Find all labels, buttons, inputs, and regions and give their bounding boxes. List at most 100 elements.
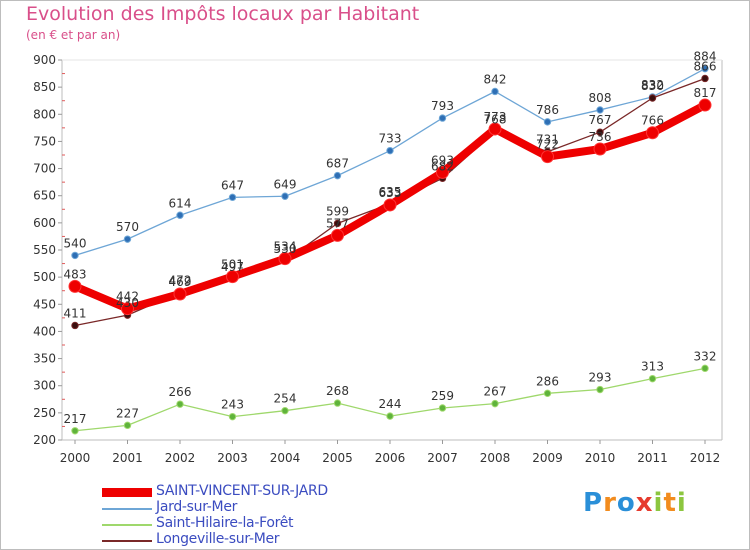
data-label-2: 243: [221, 398, 244, 412]
x-tick-label: 2001: [112, 451, 143, 465]
data-point-0: [68, 279, 82, 293]
data-label-2: 217: [64, 412, 87, 426]
y-tick-label: 450: [33, 297, 56, 311]
data-point-2: [701, 364, 709, 373]
logo-letter: t: [663, 488, 677, 518]
data-label-3: 430: [116, 296, 139, 310]
chart-subtitle: (en € et par an): [26, 28, 121, 42]
data-point-2: [596, 385, 604, 394]
data-point-1: [596, 106, 604, 114]
data-label-2: 259: [431, 389, 454, 403]
data-label-1: 842: [484, 72, 507, 86]
data-label-1: 540: [64, 236, 87, 250]
data-label-3: 731: [536, 133, 559, 147]
logo-letter: r: [603, 488, 617, 518]
data-label-2: 286: [536, 374, 559, 388]
chart-title: Evolution des Impôts locaux par Habitant: [26, 3, 420, 25]
data-point-3: [596, 128, 604, 136]
x-tick-label: 2008: [480, 451, 511, 465]
data-label-0: 736: [589, 130, 612, 144]
data-point-1: [71, 251, 79, 260]
data-point-0: [278, 252, 292, 266]
data-point-2: [438, 404, 447, 412]
logo-letter: o: [616, 488, 636, 518]
x-tick-label: 2004: [270, 451, 301, 465]
data-point-0: [331, 228, 344, 242]
data-label-2: 266: [169, 385, 192, 399]
y-tick-label: 750: [33, 134, 56, 148]
data-label-1: 884: [694, 50, 717, 64]
y-tick-label: 900: [33, 53, 56, 67]
data-point-2: [123, 421, 132, 430]
data-label-1: 687: [326, 157, 349, 171]
data-point-0: [698, 98, 712, 112]
data-label-0: 817: [694, 86, 717, 100]
legend-label: Saint-Hilaire-la-Forêt: [156, 515, 294, 531]
y-tick-label: 650: [33, 189, 56, 203]
data-label-3: 472: [169, 273, 192, 287]
data-point-0: [436, 165, 449, 179]
data-label-1: 793: [431, 99, 454, 113]
data-point-1: [491, 87, 499, 96]
data-point-3: [648, 94, 657, 102]
data-label-1: 570: [116, 220, 139, 234]
data-label-2: 227: [116, 406, 139, 420]
y-tick-label: 700: [33, 162, 56, 176]
y-tick-label: 300: [33, 379, 56, 393]
data-label-0: 534: [274, 240, 297, 254]
data-label-2: 332: [694, 349, 717, 363]
y-tick-label: 500: [33, 270, 56, 284]
x-tick-label: 2000: [60, 451, 91, 465]
y-tick-label: 350: [33, 352, 56, 366]
legend-swatch: [102, 524, 152, 526]
data-point-3: [333, 219, 342, 228]
y-tick-label: 200: [33, 433, 56, 447]
legend-label: Longeville-sur-Mer: [156, 531, 280, 547]
x-tick-label: 2006: [375, 451, 406, 465]
x-tick-label: 2012: [690, 451, 721, 465]
data-label-3: 411: [64, 306, 87, 320]
data-point-2: [176, 400, 184, 408]
data-point-2: [491, 399, 499, 408]
data-point-2: [71, 427, 79, 435]
data-label-2: 267: [484, 385, 507, 399]
data-point-1: [176, 211, 184, 219]
data-point-1: [281, 192, 289, 200]
data-point-3: [701, 74, 709, 83]
data-label-2: 268: [326, 384, 349, 398]
legend-swatch: [102, 508, 152, 510]
logo-letter: x: [635, 488, 654, 518]
y-tick-label: 850: [33, 80, 56, 94]
data-label-2: 254: [274, 392, 297, 406]
y-tick-label: 600: [33, 216, 56, 230]
logo-letter: P: [583, 488, 604, 518]
data-label-3: 530: [274, 242, 297, 256]
data-label-0: 501: [221, 258, 244, 272]
logo-letter: i: [676, 488, 687, 518]
data-point-0: [121, 302, 134, 316]
data-point-1: [333, 171, 342, 180]
data-label-1: 786: [536, 103, 559, 117]
data-label-3: 635: [379, 185, 402, 199]
legend-swatch: [102, 540, 152, 542]
data-point-2: [386, 412, 394, 420]
data-label-1: 832: [641, 78, 664, 92]
data-point-0: [173, 287, 187, 301]
data-point-1: [438, 114, 447, 122]
legend-label: SAINT-VINCENT-SUR-JARD: [156, 483, 328, 499]
data-label-3: 767: [589, 113, 612, 127]
x-tick-label: 2002: [165, 451, 196, 465]
legend-swatch: [102, 488, 152, 497]
data-label-0: 577: [326, 216, 349, 230]
data-point-0: [593, 142, 607, 156]
data-point-0: [541, 150, 554, 164]
data-label-0: 633: [379, 186, 402, 200]
x-tick-label: 2010: [585, 451, 616, 465]
logo-letter: i: [653, 488, 664, 518]
x-tick-label: 2011: [637, 451, 668, 465]
data-label-1: 647: [221, 178, 244, 192]
y-tick-label: 550: [33, 243, 56, 257]
x-tick-label: 2009: [532, 451, 563, 465]
data-point-3: [71, 321, 79, 330]
